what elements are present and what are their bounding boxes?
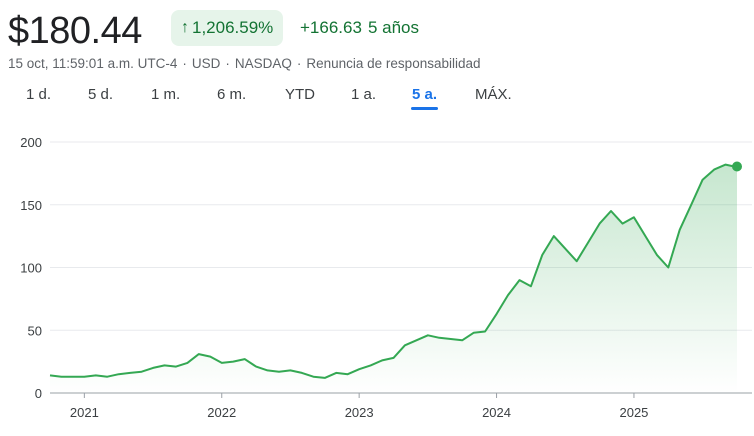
change-percent: 1,206.59% [192,18,274,37]
current-price: $180.44 [8,10,142,52]
tab-ytd[interactable]: YTD [285,86,315,103]
change-absolute: +166.63 [300,18,362,37]
range-tabs: 1 d. 5 d. 1 m. 6 m. YTD 1 a. 5 a. MÁX. [0,84,754,114]
change-summary: +166.63 5 años [300,18,419,38]
price-chart[interactable]: 0 50 100 150 200 2021 2022 2023 2024 2025 [0,120,754,436]
change-percent-badge: ↑ 1,206.59% [171,10,284,46]
tab-6-months[interactable]: 6 m. [217,86,247,103]
tab-5-days[interactable]: 5 d. [88,86,114,103]
y-tick-label: 150 [20,198,42,213]
meta-separator: · [296,56,302,71]
tab-5-years[interactable]: 5 a. [410,84,439,110]
x-tick-label: 2021 [70,405,99,420]
disclaimer-link[interactable]: Renuncia de responsabilidad [306,56,481,71]
meta-separator: · [225,56,230,71]
tab-max[interactable]: MÁX. [475,86,512,103]
y-axis: 0 50 100 150 200 [20,135,42,401]
x-tick-label: 2024 [482,405,511,420]
change-period: 5 años [367,18,419,37]
tab-1-year[interactable]: 1 a. [351,86,377,103]
timestamp: 15 oct, 11:59:01 a.m. UTC-4 [8,56,178,71]
y-tick-label: 50 [28,323,42,338]
x-tick-label: 2025 [619,405,648,420]
y-tick-label: 0 [35,386,42,401]
tab-1-day[interactable]: 1 d. [26,86,52,103]
price-line [49,163,738,379]
y-tick-label: 100 [20,261,42,276]
meta-separator: · [182,56,187,71]
currency: USD [191,56,221,71]
quote-header: $180.44 ↑ 1,206.59% +166.63 5 años [8,8,748,56]
tab-1-month[interactable]: 1 m. [151,86,181,103]
x-axis: 2021 2022 2023 2024 2025 [70,393,648,420]
x-tick-label: 2022 [207,405,236,420]
y-tick-label: 200 [20,135,42,150]
arrow-up-icon: ↑ [181,19,189,36]
price-area-fill [50,164,737,393]
last-price-marker [732,161,742,172]
quote-meta: 15 oct, 11:59:01 a.m. UTC-4 · USD · NASDAQ · R… [8,56,481,71]
exchange: NASDAQ [234,56,292,71]
x-tick-label: 2023 [345,405,374,420]
